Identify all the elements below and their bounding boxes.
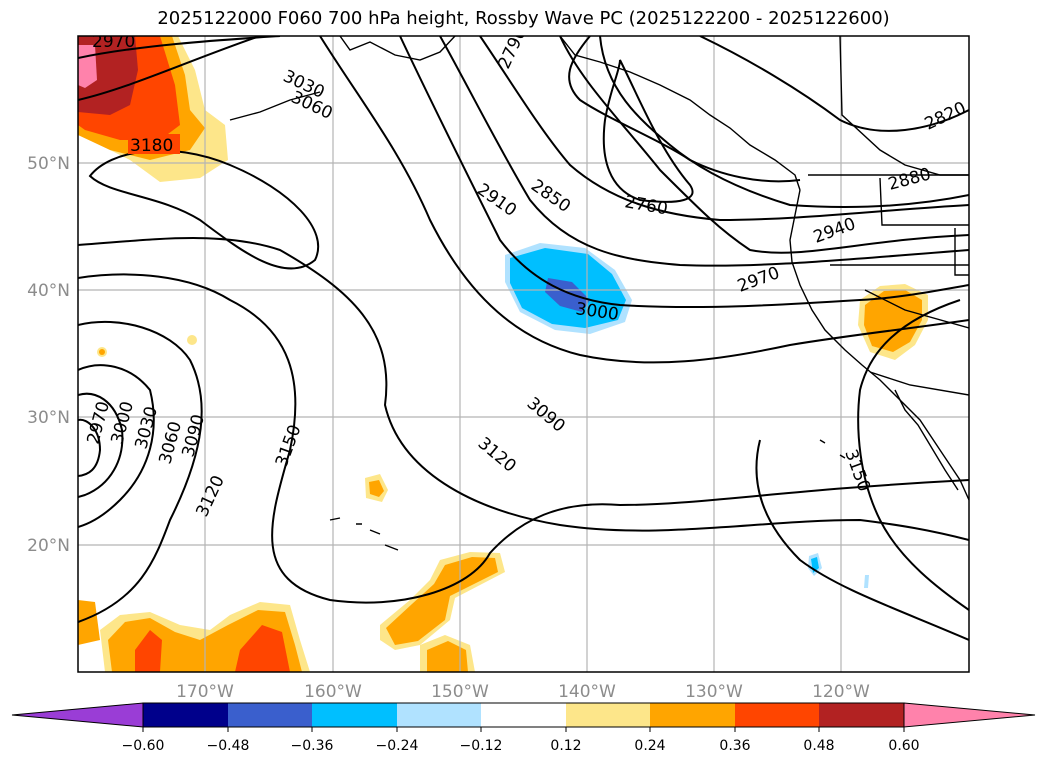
lat-label: 30°N xyxy=(27,408,70,428)
lon-axis-labels: 170°W 160°W 150°W 140°W 130°W 120°W xyxy=(176,682,870,702)
contour-label: 3180 xyxy=(130,136,173,156)
colorbar-bin xyxy=(397,703,481,727)
lon-label: 120°W xyxy=(812,682,870,702)
lon-label: 170°W xyxy=(176,682,234,702)
map-area: 2970 3180 3030 3060 2790 2910 2850 2760 … xyxy=(78,32,969,672)
colorbar-tick: −0.60 xyxy=(122,738,165,754)
colorbar-tick: −0.36 xyxy=(291,738,334,754)
map-frame xyxy=(77,35,970,673)
contour-label: 2970 xyxy=(92,32,135,52)
colorbar-tick: 0.48 xyxy=(803,738,834,754)
lat-label: 20°N xyxy=(27,536,70,556)
lon-label: 150°W xyxy=(431,682,489,702)
lat-label: 50°N xyxy=(27,154,70,174)
colorbar-extend-low xyxy=(11,702,144,728)
colorbar-extend-high xyxy=(903,702,1036,728)
coastlines xyxy=(229,36,969,551)
colorbar-bin xyxy=(481,703,566,727)
colorbar-bin xyxy=(228,703,312,727)
colorbar-bin xyxy=(566,703,650,727)
lon-label: 140°W xyxy=(558,682,616,702)
lat-axis-labels: 50°N 40°N 30°N 20°N xyxy=(27,154,70,556)
colorbar-bin xyxy=(650,703,735,727)
shading-west-coast xyxy=(858,284,928,360)
colorbar-tick: −0.24 xyxy=(376,738,419,754)
colorbar-bin xyxy=(143,703,228,727)
graticule xyxy=(78,36,969,672)
colorbar-tick: −0.48 xyxy=(207,738,250,754)
colorbar-tick: −0.12 xyxy=(460,738,503,754)
colorbar-bin xyxy=(312,703,397,727)
colorbar-tick: 0.12 xyxy=(550,738,581,754)
colorbar-bin xyxy=(819,703,904,727)
lon-label: 160°W xyxy=(304,682,362,702)
lat-label: 40°N xyxy=(27,281,70,301)
lon-label: 130°W xyxy=(685,682,743,702)
colorbar-tick: 0.60 xyxy=(888,738,919,754)
colorbar-bin xyxy=(735,703,819,727)
colorbar-tick: 0.36 xyxy=(719,738,750,754)
shading-center-blue xyxy=(505,243,632,334)
colorbar-tick: 0.24 xyxy=(634,738,665,754)
map-title: 2025122000 F060 700 hPa height, Rossby W… xyxy=(157,8,890,29)
colorbar: −0.60 −0.48 −0.36 −0.24 −0.12 0.12 0.24 … xyxy=(11,702,1036,754)
